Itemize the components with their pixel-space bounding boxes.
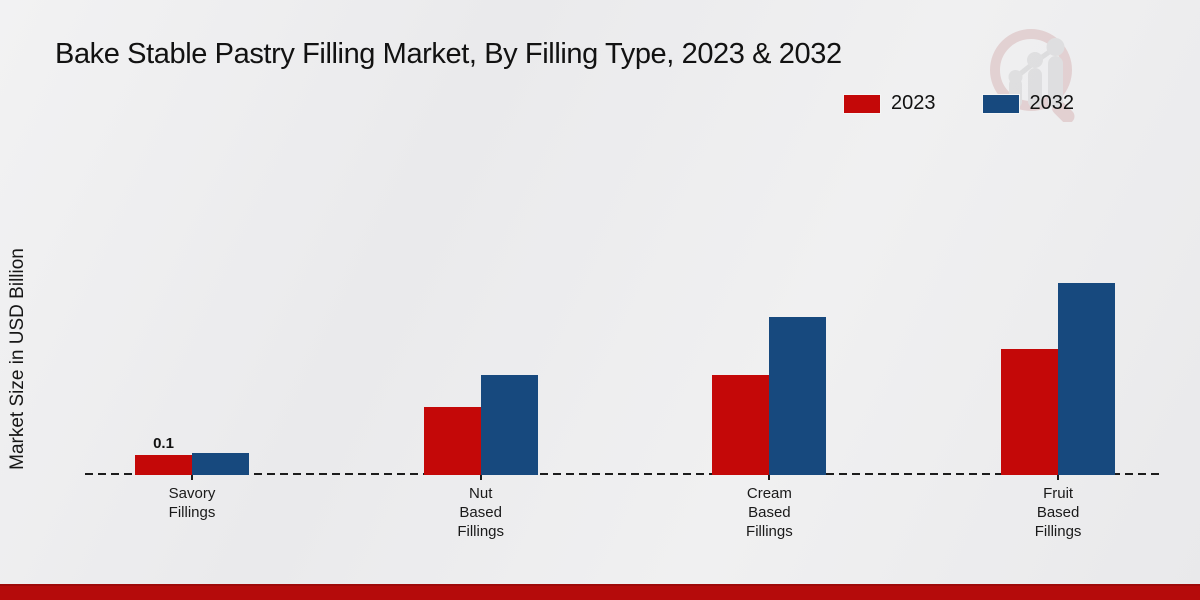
x-tick-nut-based-fillings xyxy=(479,475,482,480)
x-tick-cream-based-fillings xyxy=(768,475,771,480)
bar-2032-nut-based-fillings xyxy=(480,375,538,475)
bar-value-label-2023-savory-fillings: 0.1 xyxy=(153,435,174,452)
legend-entry-2032: 2032 xyxy=(981,92,1075,115)
x-tick-fruit-based-fillings xyxy=(1057,475,1060,480)
legend-label-2032: 2032 xyxy=(1029,92,1075,114)
x-tick-savory-fillings xyxy=(191,475,193,480)
legend-swatch-2023 xyxy=(843,93,881,114)
bar-2032-cream-based-fillings xyxy=(769,317,827,475)
legend-entry-2023: 2023 xyxy=(843,92,936,115)
footer-accent-bar xyxy=(0,584,1200,600)
x-axis-baseline xyxy=(85,473,1163,475)
bar-2023-cream-based-fillings xyxy=(712,375,770,475)
bar-2023-savory-fillings xyxy=(135,455,192,475)
legend: 2023 2032 xyxy=(843,92,1074,115)
category-label-nut-based-fillings: Nut Based Fillings xyxy=(457,485,505,540)
category-label-savory-fillings: Savory Fillings xyxy=(168,485,216,521)
bar-2023-fruit-based-fillings xyxy=(1001,349,1059,475)
chart-title: Bake Stable Pastry Filling Market, By Fi… xyxy=(55,38,842,70)
plot-area: Savory Fillings 0.1 Nut Based Fillings Crea… xyxy=(85,283,1163,540)
bar-2032-fruit-based-fillings xyxy=(1058,283,1116,475)
bar-2032-savory-fillings xyxy=(192,453,249,475)
legend-label-2023: 2023 xyxy=(891,92,936,114)
category-label-fruit-based-fillings: Fruit Based Fillings xyxy=(1034,485,1082,540)
category-label-cream-based-fillings: Cream Based Fillings xyxy=(746,485,793,540)
bar-2023-nut-based-fillings xyxy=(423,407,481,475)
legend-swatch-2032 xyxy=(981,93,1020,114)
